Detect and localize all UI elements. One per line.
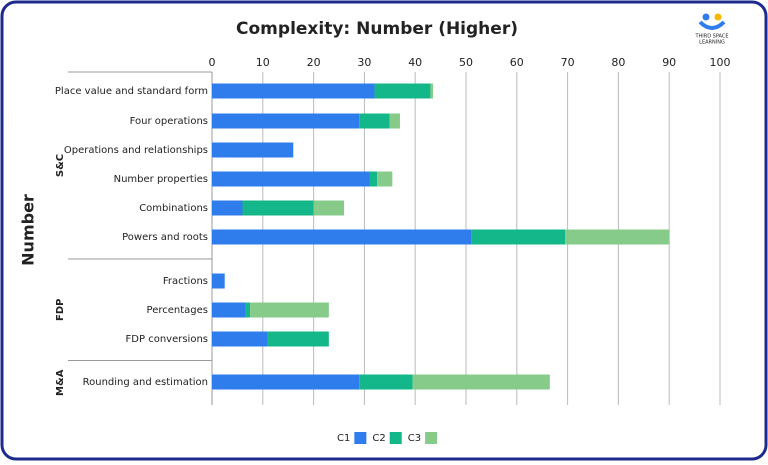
x-tick-label: 50 [459, 56, 473, 69]
y-tick-label: Number properties [114, 174, 208, 185]
y-tick-label: Fractions [163, 276, 208, 287]
bar-segment [212, 302, 246, 318]
bar-segment [245, 302, 251, 318]
chart-title: Complexity: Number (Higher) [236, 19, 518, 39]
legend-swatch [389, 432, 402, 444]
legend-label: C3 [408, 433, 421, 444]
group-label: S&C [55, 154, 66, 177]
x-tick-label: 80 [611, 56, 625, 69]
legend-label: C2 [372, 433, 385, 444]
x-tick-label: 30 [357, 56, 371, 69]
y-tick-label: Operations and relationships [64, 145, 208, 156]
bar-segment [212, 229, 472, 245]
bar-segment [359, 113, 390, 129]
logo-text: THIRD SPACE [694, 34, 728, 40]
y-tick-label: FDP conversions [126, 334, 208, 345]
bar-segment [267, 331, 329, 347]
bar-segment [212, 273, 225, 289]
bar-segment [377, 171, 393, 187]
x-tick-label: 90 [662, 56, 676, 69]
bar-segment [430, 83, 433, 99]
bar-segment [374, 83, 431, 99]
y-tick-label: Rounding and estimation [83, 377, 208, 388]
bar-segment [369, 171, 378, 187]
logo-dot [714, 13, 722, 21]
bar-segment [212, 331, 268, 347]
x-tick-label: 60 [510, 56, 524, 69]
x-tick-label: 20 [307, 56, 321, 69]
bar-segment [565, 229, 670, 245]
bar-segment [212, 374, 360, 390]
logo-dot [702, 13, 710, 21]
group-label: FDP [55, 299, 66, 321]
bar-segment [412, 374, 550, 390]
x-tick-label: 40 [408, 56, 422, 69]
group-label: M&A [55, 369, 66, 396]
bar-segment [212, 83, 375, 99]
y-tick-label: Percentages [147, 305, 208, 316]
bar-segment [250, 302, 329, 318]
x-tick-label: 10 [256, 56, 270, 69]
legend-label: C1 [337, 433, 350, 444]
bar-segment [212, 142, 294, 158]
bar-segment [212, 171, 370, 187]
bar-segment [242, 200, 314, 216]
y-tick-label: Place value and standard form [55, 86, 208, 97]
legend-swatch [354, 432, 367, 444]
legend-swatch [425, 432, 438, 444]
x-tick-label: 100 [710, 56, 731, 69]
bar-segment [313, 200, 345, 216]
y-tick-label: Combinations [139, 203, 208, 214]
bar-segment [212, 113, 360, 129]
bar-segment [212, 200, 243, 216]
bar-segment [359, 374, 413, 390]
y-tick-label: Four operations [130, 116, 208, 127]
bar-segment [471, 229, 566, 245]
y-tick-label: Powers and roots [122, 232, 208, 243]
bar-segment [389, 113, 400, 129]
x-tick-label: 70 [561, 56, 575, 69]
x-tick-label: 0 [209, 56, 216, 69]
logo-text: LEARNING [699, 40, 725, 46]
logo-smile [698, 20, 726, 30]
logo: THIRD SPACE LEARNING [694, 13, 729, 46]
y-axis-label: Number [19, 194, 38, 266]
